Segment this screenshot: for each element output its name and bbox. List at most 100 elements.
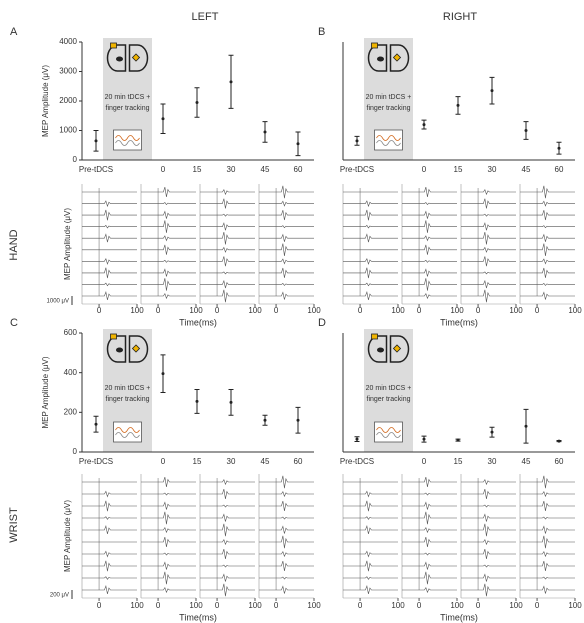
mep-trace bbox=[200, 290, 255, 302]
mep-trace bbox=[343, 201, 398, 206]
mep-trace bbox=[141, 220, 196, 232]
mep-trace bbox=[343, 292, 398, 300]
mep-trace bbox=[200, 574, 255, 581]
mep-trace bbox=[141, 528, 196, 533]
mep-trace bbox=[402, 212, 457, 219]
mep-trace bbox=[259, 283, 314, 285]
mep-trace bbox=[461, 565, 516, 567]
mep-trace bbox=[520, 244, 575, 256]
mep-trace bbox=[402, 588, 457, 593]
mep-trace bbox=[200, 480, 255, 485]
mep-trace bbox=[520, 283, 575, 285]
mep-trace bbox=[82, 210, 137, 220]
mep-trace bbox=[461, 247, 516, 252]
x-tick-label: 30 bbox=[488, 457, 497, 466]
mep-trace bbox=[402, 187, 457, 197]
mep-trace bbox=[343, 225, 398, 228]
mep-trace bbox=[259, 210, 314, 220]
mean-point bbox=[457, 439, 460, 442]
x-tick-label: 60 bbox=[555, 457, 564, 466]
mep-trace bbox=[141, 493, 196, 495]
y-tick-label: 2000 bbox=[59, 96, 77, 105]
mep-trace bbox=[402, 278, 457, 290]
x-tick-label: Pre-tDCS bbox=[340, 165, 374, 174]
x-tick-label: 0 bbox=[161, 165, 166, 174]
mep-trace bbox=[141, 588, 196, 593]
x-tick-label: 0 bbox=[156, 306, 161, 315]
mep-trace bbox=[141, 294, 196, 299]
mep-trace bbox=[82, 201, 137, 206]
mep-trace bbox=[82, 268, 137, 278]
mep-trace bbox=[259, 186, 314, 198]
mep-trace bbox=[141, 537, 196, 547]
x-tick-label: 45 bbox=[522, 457, 531, 466]
mep-trace bbox=[461, 199, 516, 209]
column-title: RIGHT bbox=[443, 11, 478, 23]
mep-trace bbox=[141, 245, 196, 255]
mep-trace bbox=[141, 269, 196, 276]
mean-point bbox=[423, 123, 426, 126]
mep-trace bbox=[141, 278, 196, 290]
mep-trace bbox=[141, 512, 196, 524]
inset-text: finger tracking bbox=[367, 105, 411, 112]
scale-label: 1000 μV bbox=[47, 299, 69, 305]
mep-trace bbox=[82, 259, 137, 264]
mep-trace bbox=[141, 562, 196, 569]
mep-trace bbox=[141, 502, 196, 509]
mep-trace bbox=[259, 526, 314, 533]
figure: LEFT RIGHT HAND WRIST A20 min tDCS +fing… bbox=[0, 0, 584, 623]
mep-trace bbox=[259, 226, 314, 228]
mep-trace bbox=[402, 553, 457, 555]
mep-trace bbox=[343, 491, 398, 496]
mep-trace bbox=[141, 477, 196, 487]
hand-icon bbox=[116, 348, 123, 353]
mep-trace bbox=[402, 528, 457, 533]
mep-trace bbox=[200, 565, 255, 567]
panel-label: D bbox=[318, 317, 326, 329]
mep-trace bbox=[200, 584, 255, 596]
x-tick-label: Pre-tDCS bbox=[79, 457, 113, 466]
x-tick-label: 0 bbox=[417, 306, 422, 315]
mean-point bbox=[525, 129, 528, 132]
x-tick-label: 100 bbox=[568, 601, 582, 610]
mep-trace bbox=[343, 517, 398, 520]
mep-trace bbox=[82, 225, 137, 228]
x-tick-label: 15 bbox=[454, 165, 463, 174]
mep-trace bbox=[141, 212, 196, 219]
mep-trace bbox=[343, 210, 398, 220]
y-tick-label: 400 bbox=[64, 368, 78, 377]
mep-trace bbox=[200, 281, 255, 288]
mean-point bbox=[264, 419, 267, 422]
mep-trace bbox=[461, 214, 516, 216]
mep-trace bbox=[461, 524, 516, 536]
mean-point bbox=[196, 101, 199, 104]
mep-trace bbox=[402, 502, 457, 509]
mep-trace bbox=[343, 501, 398, 511]
mep-trace bbox=[259, 201, 314, 206]
x-tick-label: 45 bbox=[261, 457, 270, 466]
x-tick-label: 30 bbox=[227, 457, 236, 466]
x-tick-label: Pre-tDCS bbox=[340, 457, 374, 466]
x-tick-label: 0 bbox=[274, 306, 279, 315]
mep-trace bbox=[259, 577, 314, 579]
x-tick-label: 0 bbox=[422, 457, 427, 466]
x-tick-label: 0 bbox=[476, 306, 481, 315]
mep-trace bbox=[82, 561, 137, 571]
x-tick-label: 0 bbox=[274, 601, 279, 610]
mep-trace bbox=[200, 505, 255, 507]
x-tick-label: 0 bbox=[97, 306, 102, 315]
x-tick-label: 15 bbox=[193, 165, 202, 174]
mep-trace bbox=[402, 512, 457, 524]
mep-trace bbox=[461, 489, 516, 499]
mep-trace bbox=[461, 514, 516, 521]
mep-trace bbox=[520, 526, 575, 533]
mep-trace bbox=[82, 551, 137, 556]
mep-trace bbox=[200, 256, 255, 266]
mep-trace bbox=[259, 244, 314, 256]
x-tick-label: 0 bbox=[215, 306, 220, 315]
mep-trace bbox=[259, 476, 314, 488]
x-tick-label: 0 bbox=[417, 601, 422, 610]
stim-icon bbox=[111, 334, 117, 339]
mean-point bbox=[491, 431, 494, 434]
mep-trace bbox=[141, 236, 196, 241]
